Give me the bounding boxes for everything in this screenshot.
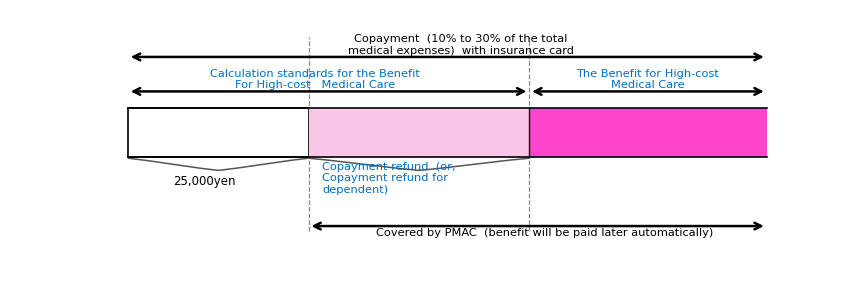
Bar bbox=[529, 108, 766, 157]
Bar bbox=[128, 108, 309, 157]
Text: Covered by PMAC  (benefit will be paid later automatically): Covered by PMAC (benefit will be paid la… bbox=[375, 228, 713, 238]
Bar bbox=[309, 108, 529, 157]
Text: The Benefit for High-cost
Medical Care: The Benefit for High-cost Medical Care bbox=[576, 69, 720, 90]
Text: Calculation standards for the Benefit
For High-cost   Medical Care: Calculation standards for the Benefit Fo… bbox=[211, 69, 420, 90]
Text: Copayment refund  (or,
Copayment refund for
dependent): Copayment refund (or, Copayment refund f… bbox=[322, 162, 456, 195]
Text: 25,000yen: 25,000yen bbox=[173, 175, 236, 188]
Text: Copayment  (10% to 30% of the total
medical expenses)  with insurance card: Copayment (10% to 30% of the total medic… bbox=[348, 34, 574, 56]
